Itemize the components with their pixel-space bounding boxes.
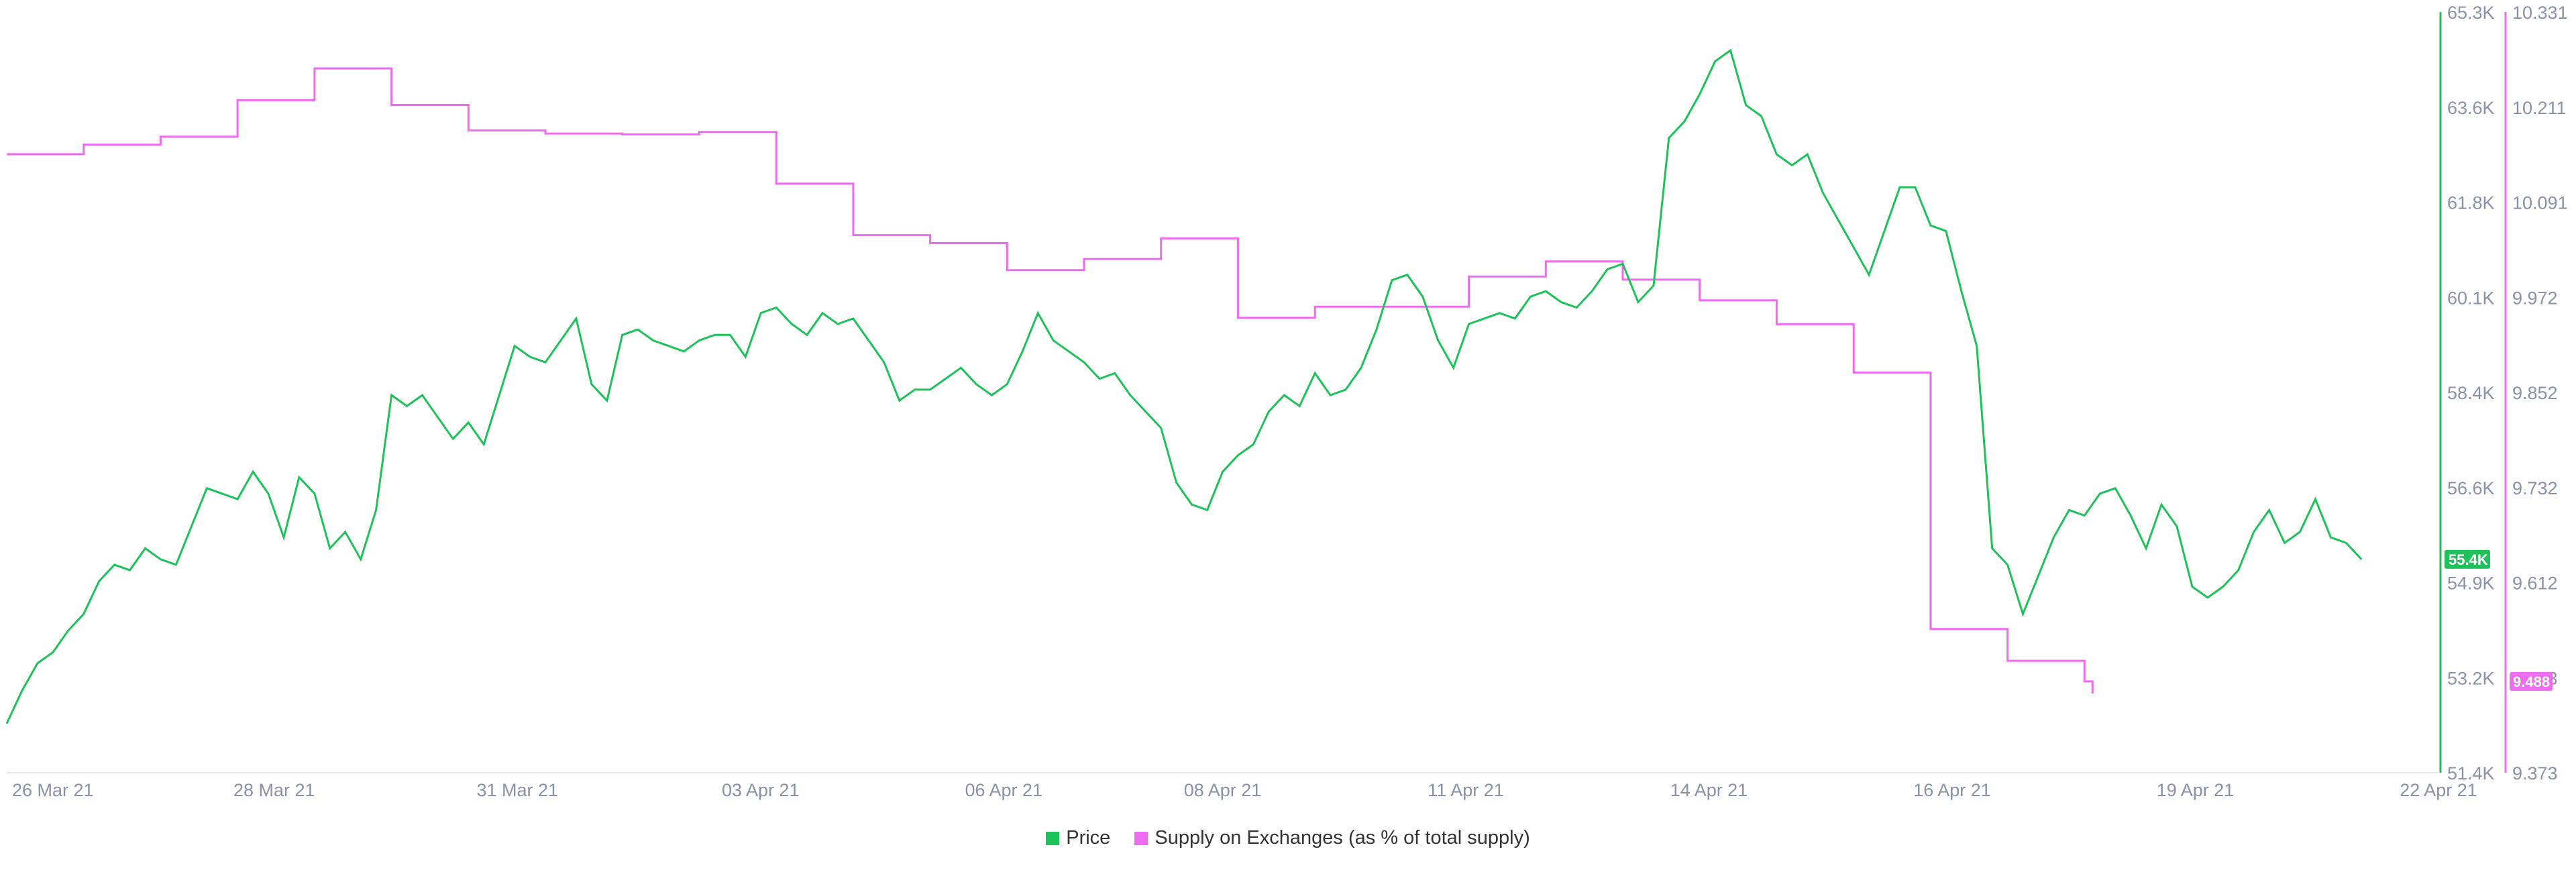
x-tick-label: 03 Apr 21 — [722, 780, 800, 800]
supply-tick-label: 10.091 — [2512, 193, 2568, 213]
price-axis-ticks: 65.3K 63.6K 61.8K 60.1K 58.4K 56.6K 54.9K 53.2K… — [2447, 3, 2495, 783]
price-tick-label: 65.3K — [2447, 3, 2495, 23]
chart-legend: Price Supply on Exchanges (as % of total… — [0, 826, 2576, 849]
last-supply-badge-bg — [2510, 671, 2553, 691]
supply-tick-label: 9.612 — [2512, 574, 2558, 594]
last-price-badge-label: 55.4K — [2449, 551, 2488, 568]
legend-swatch-price — [1046, 831, 1060, 845]
x-axis-ticks: 26 Mar 21 28 Mar 21 31 Mar 21 03 Apr 21 06 A… — [12, 780, 2477, 800]
x-tick-label: 28 Mar 21 — [233, 780, 315, 800]
legend-label-price: Price — [1066, 826, 1111, 849]
supply-tick-label: 9.852 — [2512, 383, 2558, 403]
x-tick-label: 14 Apr 21 — [1670, 780, 1748, 800]
last-price-badge-bg — [2445, 549, 2490, 569]
price-tick-label: 53.2K — [2447, 668, 2495, 688]
price-tick-label: 51.4K — [2447, 763, 2495, 783]
legend-swatch-supply — [1134, 831, 1148, 845]
supply-tick-label: 9.972 — [2512, 288, 2558, 308]
last-supply-badge-label: 9.488 — [2513, 673, 2550, 690]
price-tick-label: 58.4K — [2447, 383, 2495, 403]
price-tick-label: 61.8K — [2447, 193, 2495, 213]
x-tick-label: 08 Apr 21 — [1184, 780, 1262, 800]
price-tick-label: 54.9K — [2447, 574, 2495, 594]
price-series-line — [5, 48, 2363, 724]
supply-tick-label: 9.732 — [2512, 478, 2558, 498]
x-tick-label: 22 Apr 21 — [2400, 780, 2477, 800]
supply-tick-label: 9.373 — [2512, 763, 2558, 783]
price-tick-label: 60.1K — [2447, 288, 2495, 308]
supply-series-line — [7, 67, 2094, 694]
x-tick-label: 19 Apr 21 — [2157, 780, 2235, 800]
price-tick-label: 63.6K — [2447, 98, 2495, 118]
supply-tick-label: 10.211 — [2512, 98, 2567, 118]
supply-tick-label: 10.331 — [2512, 3, 2568, 23]
x-tick-label: 11 Apr 21 — [1428, 780, 1504, 800]
x-tick-label: 26 Mar 21 — [12, 780, 94, 800]
last-price-badge: 55.4K — [2445, 549, 2490, 569]
last-supply-badge: 9.488 — [2510, 671, 2553, 691]
price-tick-label: 56.6K — [2447, 478, 2495, 498]
legend-item-supply[interactable]: Supply on Exchanges (as % of total suppl… — [1134, 826, 1530, 849]
supply-axis-ticks: 10.331 10.211 10.091 9.972 9.852 9.732 9.612 9.… — [2512, 3, 2568, 783]
x-tick-label: 31 Mar 21 — [476, 780, 558, 800]
legend-item-price[interactable]: Price — [1046, 827, 1110, 849]
x-tick-label: 16 Apr 21 — [1913, 780, 1991, 800]
x-tick-label: 06 Apr 21 — [965, 780, 1042, 800]
legend-label-supply: Supply on Exchanges (as % of total suppl… — [1155, 826, 1530, 849]
